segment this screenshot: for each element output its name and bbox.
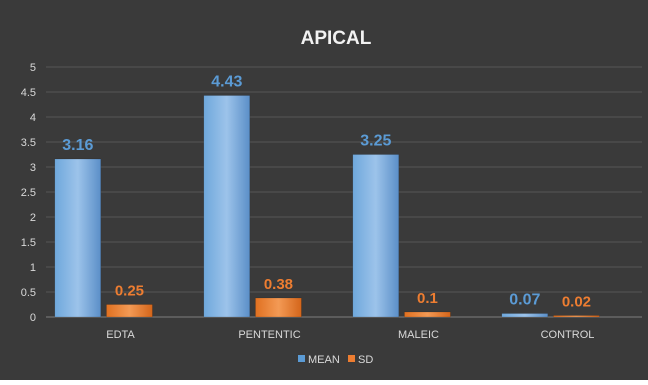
data-label-mean-edta: 3.16	[62, 137, 93, 154]
legend-swatch-sd	[348, 355, 355, 362]
y-tick-label: 0	[30, 312, 36, 324]
y-tick-label: 3	[30, 162, 36, 174]
data-label-sd-pententic: 0.38	[264, 276, 293, 293]
data-label-sd-edta: 0.25	[115, 283, 144, 300]
x-tick-label: PENTENTIC	[238, 329, 300, 341]
x-tick-label: MALEIC	[398, 329, 439, 341]
legend-label-sd: SD	[358, 354, 373, 366]
legend: MEAN SD	[298, 354, 373, 366]
y-axis-ticks: 0 0.5 1 1.5 2 2.5 3 3.5 4 4.5 5	[21, 62, 36, 324]
bar-mean-control	[501, 313, 549, 318]
data-label-mean-pententic: 4.43	[211, 74, 242, 91]
bar-mean-edta	[54, 158, 102, 318]
bar-mean-pententic	[203, 95, 251, 318]
x-tick-label: EDTA	[106, 329, 135, 341]
bar-sd-control	[553, 315, 600, 318]
x-tick-label: CONTROL	[541, 329, 595, 341]
data-label-mean-control: 0.07	[509, 292, 540, 309]
y-tick-label: 4	[30, 112, 36, 124]
y-tick-label: 1.5	[21, 237, 36, 249]
data-label-sd-maleic: 0.1	[417, 290, 438, 307]
x-axis-ticks: EDTA PENTENTIC MALEIC CONTROL	[106, 329, 594, 341]
y-tick-label: 1	[30, 262, 36, 274]
y-tick-label: 4.5	[21, 87, 36, 99]
data-labels: 3.16 0.25 4.43 0.38 3.25 0.1 0.07 0.02	[62, 74, 591, 311]
y-tick-label: 0.5	[21, 287, 36, 299]
bars	[54, 95, 600, 318]
chart-title: APICAL	[301, 28, 372, 49]
bar-sd-pententic	[255, 297, 302, 318]
legend-label-mean: MEAN	[308, 354, 340, 366]
y-tick-label: 2.5	[21, 187, 36, 199]
bar-sd-maleic	[404, 311, 451, 318]
y-tick-label: 2	[30, 212, 36, 224]
data-label-mean-maleic: 3.25	[360, 133, 391, 150]
y-tick-label: 3.5	[21, 137, 36, 149]
bar-sd-edta	[106, 304, 153, 318]
gridlines	[46, 66, 642, 318]
y-tick-label: 5	[30, 62, 36, 74]
legend-swatch-mean	[298, 355, 305, 362]
data-label-sd-control: 0.02	[562, 294, 591, 311]
bar-mean-maleic	[352, 154, 400, 318]
